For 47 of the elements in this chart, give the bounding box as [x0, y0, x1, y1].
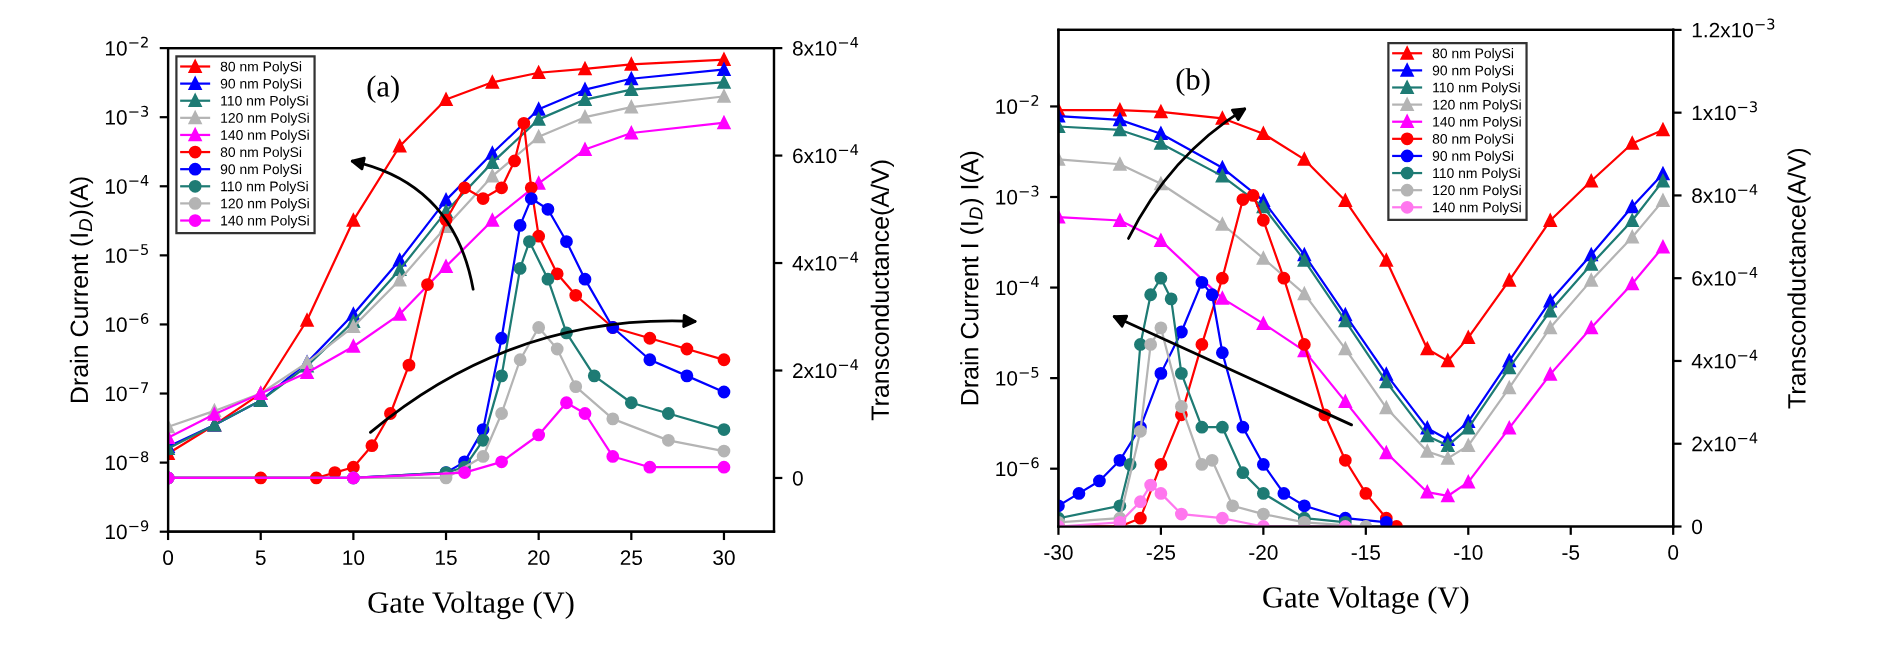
y-tick-label: 10$^{−2}$ [105, 36, 148, 56]
y-tick-label: 10$^{−9}$ [105, 520, 149, 540]
x-tick-label: 20 [528, 550, 550, 566]
y2-tick-label: 1.2x10$^{−3}$ [1692, 18, 1775, 38]
y2-tick-label: 1x10$^{−3}$ [1692, 101, 1757, 121]
x-tick-label: -15 [1351, 545, 1380, 560]
y-tick-label: 10$^{−3}$ [996, 185, 1039, 205]
x-axis-title: Gate Voltage (V) [368, 591, 574, 620]
y2-tick-label: 6x10$^{−4}$ [1692, 267, 1758, 286]
y-tick-label: 10$^{−2}$ [996, 95, 1039, 115]
x-axis-title: Gate Voltage (V) [1263, 586, 1469, 614]
x-tick-label: -30 [1044, 545, 1073, 560]
y2-tick-label: 2x10$^{−4}$ [1692, 432, 1758, 452]
annotation: (a) [367, 75, 399, 103]
annotation: (b) [1176, 68, 1210, 96]
y-tick-label: 10$^{−4}$ [105, 175, 149, 194]
y2-tick-label: 6x10$^{−4}$ [793, 144, 859, 164]
x-tick-label: 0 [1668, 545, 1679, 560]
y-tick-label: 10$^{−7}$ [105, 382, 149, 402]
y-axis-title: Drain Current (I$_{D}$)(A) [69, 177, 94, 403]
x-tick-label: 15 [436, 550, 457, 566]
y2-axis-title: Transconductance(A/V) [1787, 148, 1811, 409]
y-tick-label: 10$^{−8}$ [105, 451, 149, 471]
y2-axis-title: Transconductance(A/V) [870, 160, 894, 421]
x-tick-label: 5 [255, 550, 266, 566]
x-tick-label: 25 [620, 550, 643, 566]
y-tick-label: 10$^{−4}$ [996, 276, 1039, 296]
y2-tick-label: 8x10$^{−4}$ [1692, 184, 1758, 204]
x-tick-label: -5 [1562, 545, 1580, 560]
y2-tick-label: 4x10$^{−4}$ [1691, 349, 1758, 369]
x-tick-label: 10 [343, 550, 365, 566]
x-tick-label: 0 [163, 550, 174, 566]
y2-tick-label: 8x10$^{−4}$ [792, 36, 859, 56]
y-tick-label: 10$^{−6}$ [996, 457, 1039, 477]
y-axis-title: Drain Current I (I$_{D}$) I(A) [960, 151, 984, 405]
y2-tick-label: 4x10$^{−4}$ [792, 251, 859, 271]
y-tick-label: 10$^{−3}$ [105, 105, 149, 125]
y-tick-label: 10$^{−6}$ [105, 313, 149, 333]
x-tick-label: -25 [1146, 545, 1176, 560]
x-tick-label: -10 [1454, 545, 1483, 560]
x-tick-label: -20 [1249, 545, 1278, 560]
y2-tick-label: 0 [792, 470, 803, 486]
x-tick-label: 30 [713, 550, 735, 566]
y2-tick-label: 2x10$^{−4}$ [793, 359, 859, 379]
y2-tick-label: 0 [1692, 519, 1703, 535]
y-tick-label: 10$^{−5}$ [996, 366, 1039, 386]
y-tick-label: 10$^{−5}$ [105, 244, 148, 263]
